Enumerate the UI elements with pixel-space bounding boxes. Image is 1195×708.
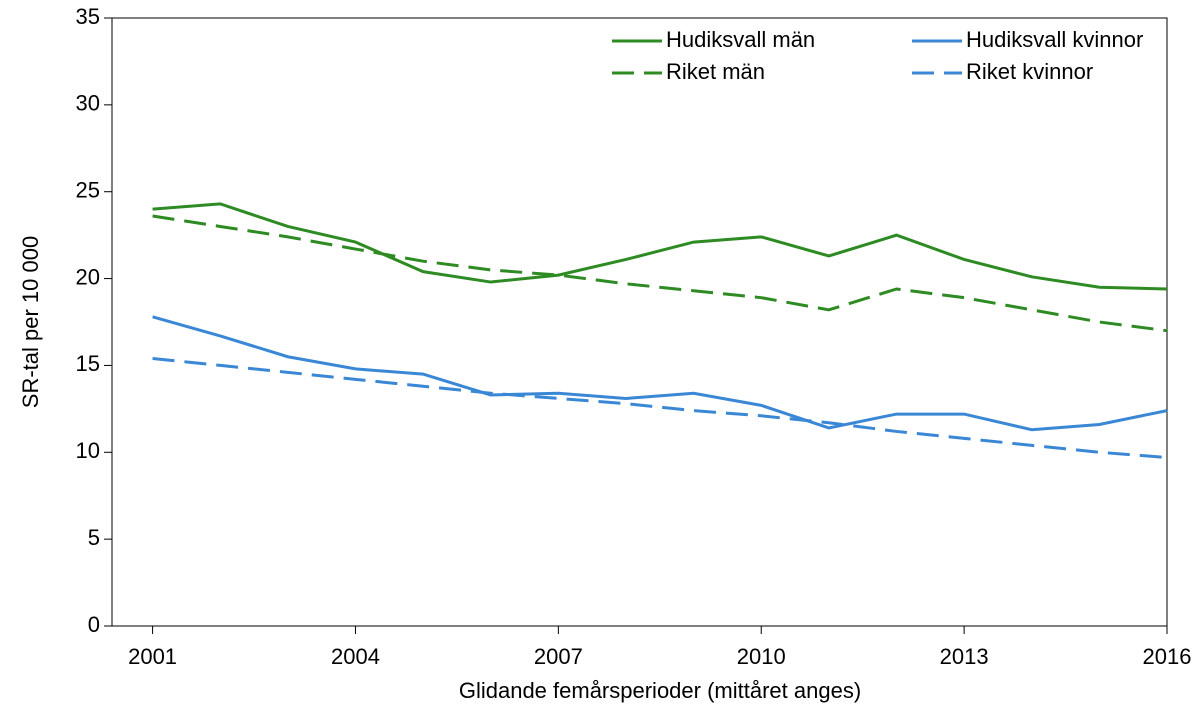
y-tick-label: 10 [76,438,100,463]
x-tick-label: 2013 [940,644,989,669]
x-tick-label: 2016 [1143,644,1192,669]
y-tick-label: 20 [76,264,100,289]
x-tick-label: 2010 [737,644,786,669]
legend-label: Riket kvinnor [966,59,1093,84]
y-tick-label: 30 [76,91,100,116]
series-line [152,202,1168,291]
series-line [152,356,1168,459]
y-tick-label: 0 [88,612,100,637]
x-tick-label: 2004 [331,644,380,669]
y-tick-label: 35 [76,4,100,29]
legend-label: Hudiksvall kvinnor [966,27,1143,52]
y-tick-label: 5 [88,525,100,550]
x-tick-label: 2001 [128,644,177,669]
series-line [152,315,1168,432]
y-tick-label: 25 [76,178,100,203]
legend-label: Riket män [666,59,765,84]
x-tick-label: 2007 [534,644,583,669]
x-axis-label: Glidande femårsperioder (mittåret anges) [459,678,861,703]
plot-frame [111,17,1168,627]
y-axis-label: SR-tal per 10 000 [18,236,43,408]
series-line [152,214,1168,333]
y-tick-label: 15 [76,351,100,376]
legend-label: Hudiksvall män [666,27,815,52]
